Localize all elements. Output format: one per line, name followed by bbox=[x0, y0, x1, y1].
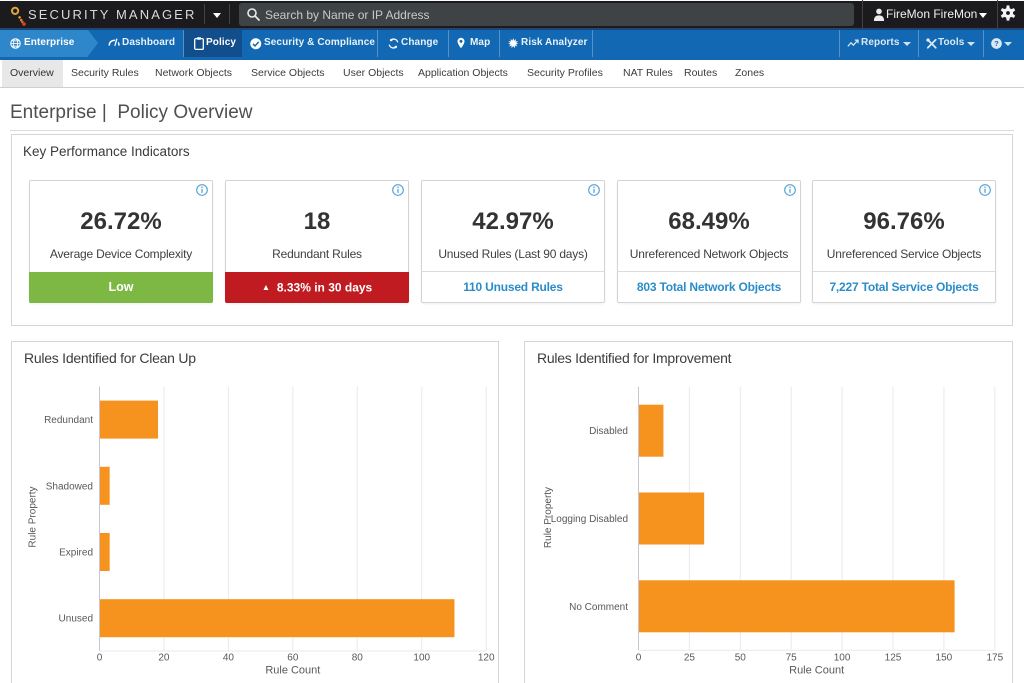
svg-text:Expired: Expired bbox=[59, 548, 93, 559]
svg-text:50: 50 bbox=[735, 653, 747, 664]
svg-text:Rule Count: Rule Count bbox=[265, 665, 320, 677]
svg-text:Redundant: Redundant bbox=[44, 415, 93, 426]
svg-text:60: 60 bbox=[287, 653, 299, 664]
svg-text:0: 0 bbox=[636, 653, 642, 664]
svg-text:Rule Property: Rule Property bbox=[28, 486, 39, 547]
svg-text:20: 20 bbox=[158, 653, 170, 664]
svg-text:120: 120 bbox=[478, 653, 495, 664]
svg-text:Unused: Unused bbox=[59, 614, 93, 625]
svg-text:100: 100 bbox=[413, 653, 430, 664]
svg-text:150: 150 bbox=[936, 653, 953, 664]
svg-text:125: 125 bbox=[885, 653, 902, 664]
svg-text:175: 175 bbox=[986, 653, 1003, 664]
svg-text:100: 100 bbox=[834, 653, 851, 664]
svg-text:75: 75 bbox=[786, 653, 798, 664]
svg-text:Disabled: Disabled bbox=[589, 426, 628, 437]
svg-text:?: ? bbox=[994, 39, 999, 48]
svg-text:40: 40 bbox=[223, 653, 235, 664]
svg-text:Rule Property: Rule Property bbox=[543, 487, 554, 548]
svg-text:Logging Disabled: Logging Disabled bbox=[551, 514, 628, 525]
svg-text:No Comment: No Comment bbox=[569, 602, 628, 613]
svg-text:25: 25 bbox=[684, 653, 696, 664]
svg-text:80: 80 bbox=[352, 653, 364, 664]
svg-text:0: 0 bbox=[97, 653, 103, 664]
svg-text:Rule Count: Rule Count bbox=[789, 665, 844, 677]
svg-text:Shadowed: Shadowed bbox=[46, 481, 93, 492]
